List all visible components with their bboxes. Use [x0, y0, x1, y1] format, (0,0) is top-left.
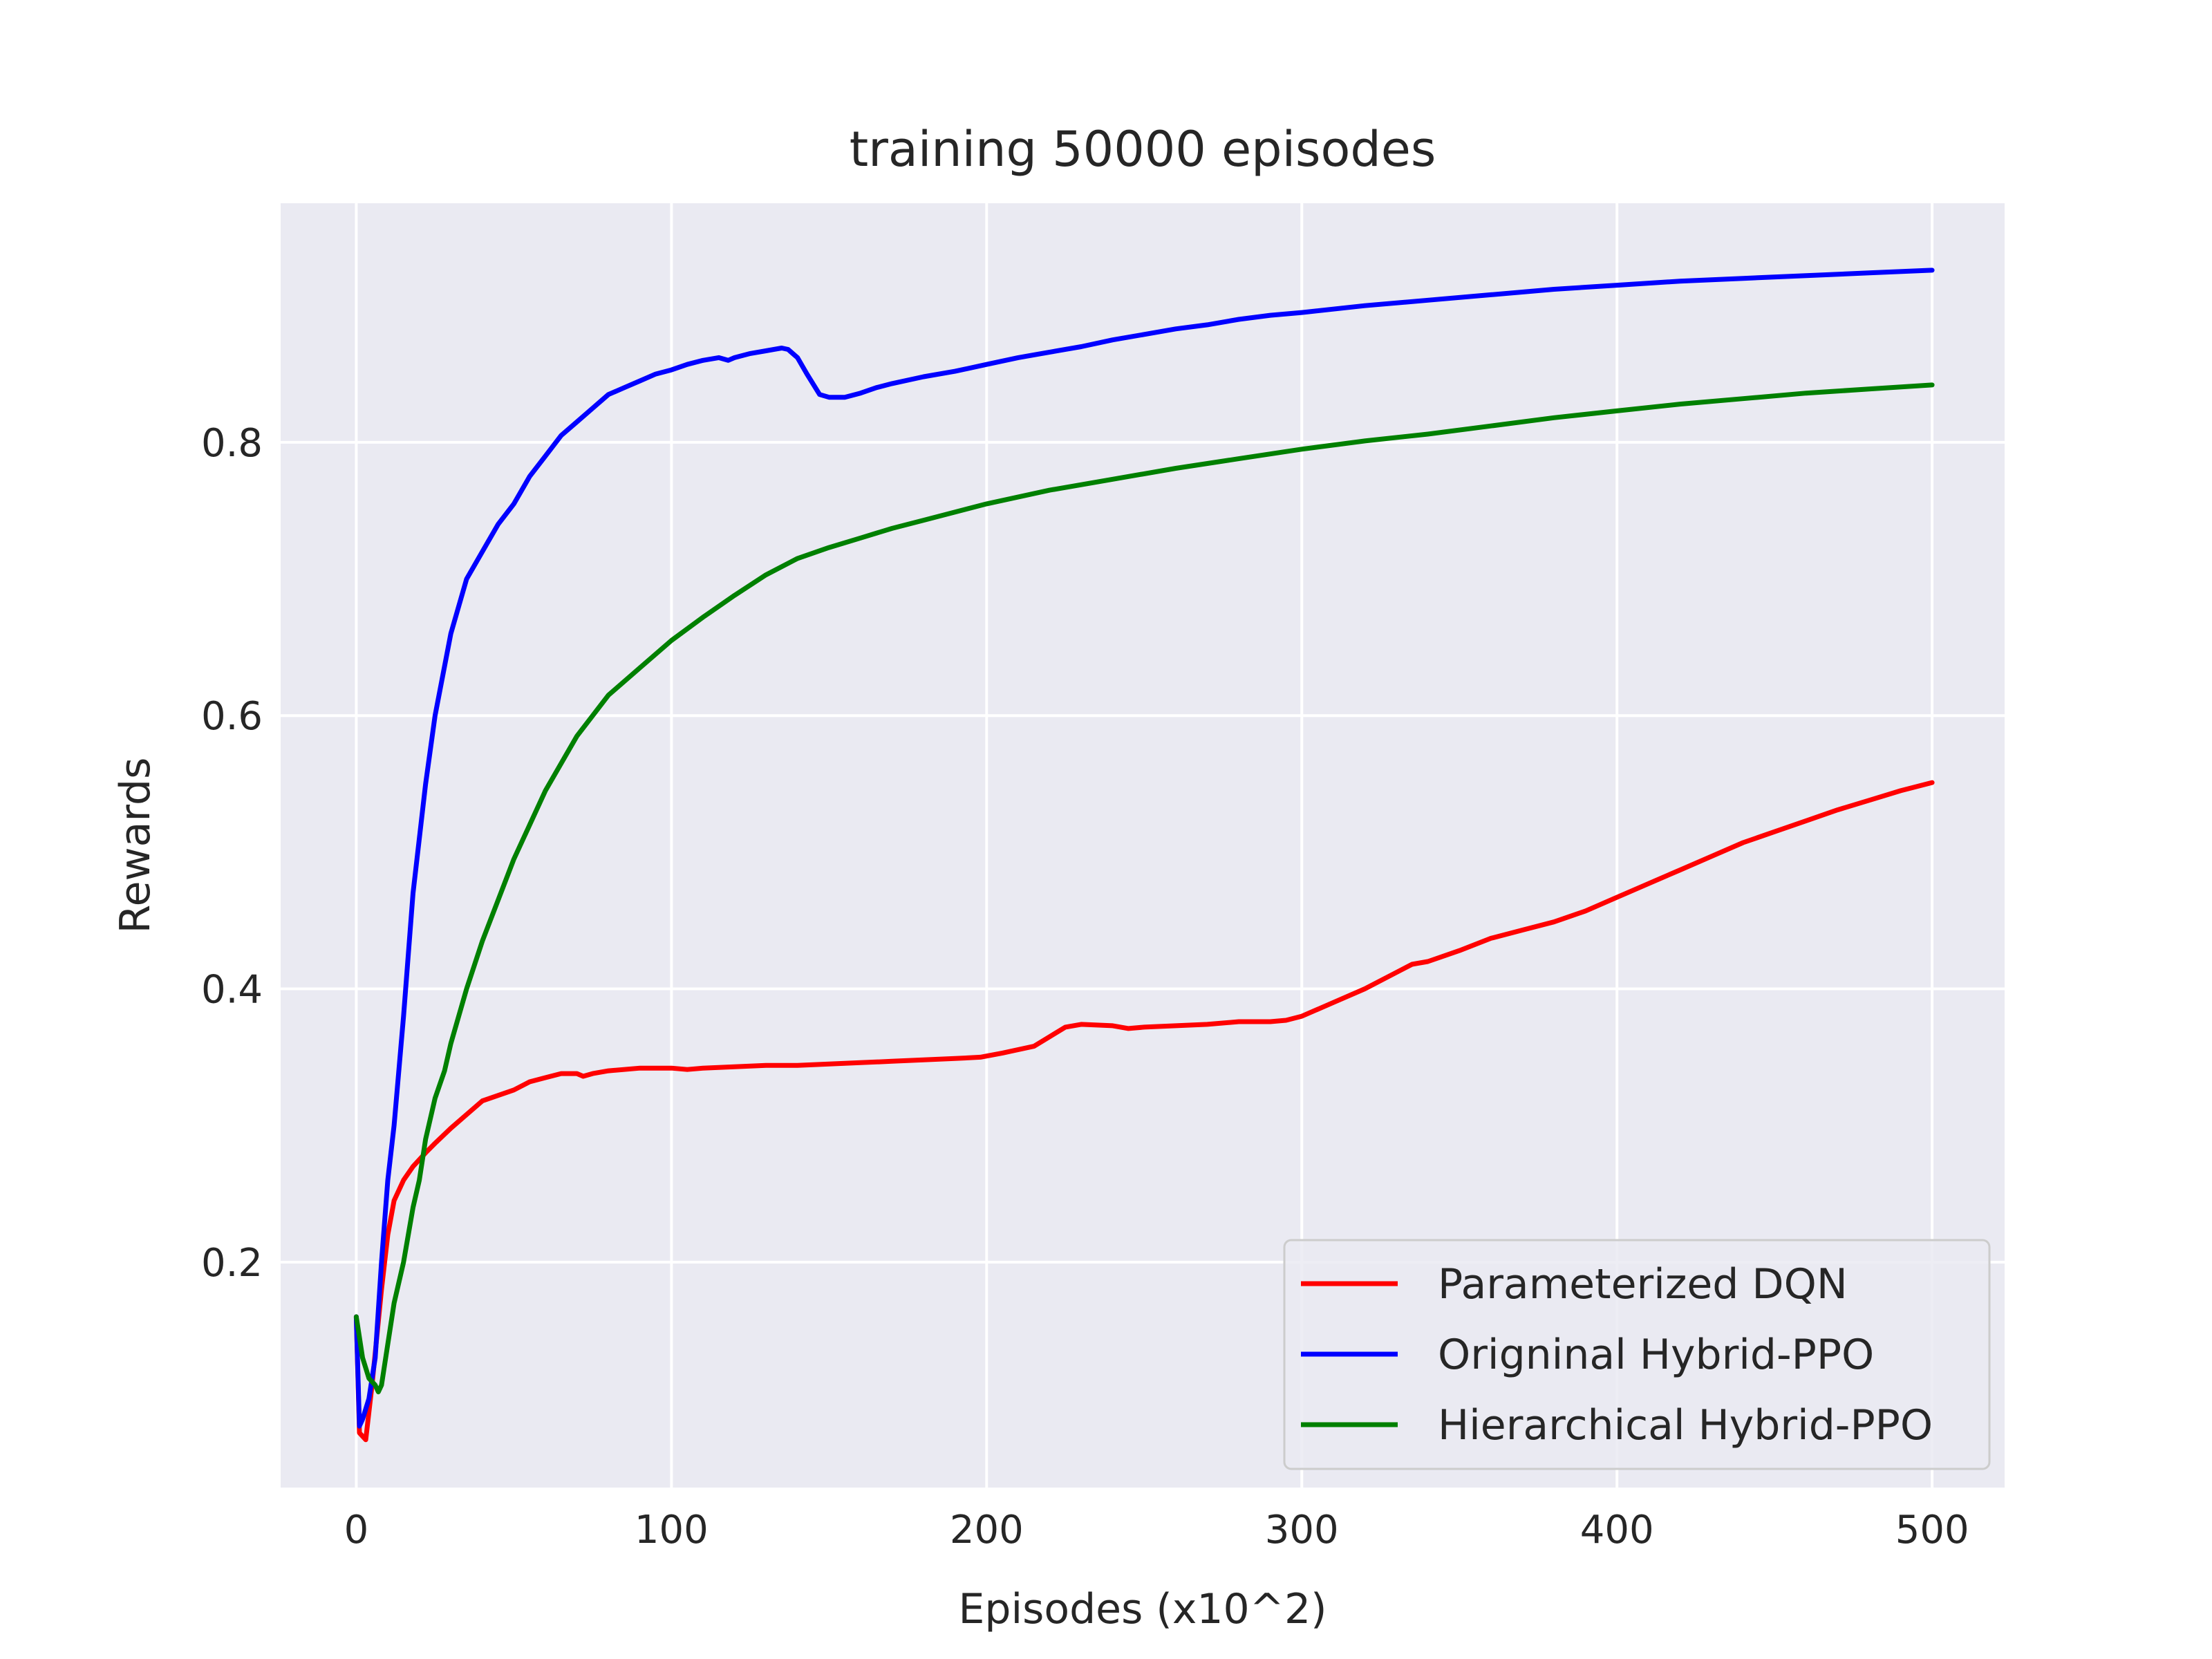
- tick-labels: 0 100 200 300 400 500 0.2 0.4 0.6 0.8: [201, 421, 1969, 1553]
- legend-label: Origninal Hybrid-PPO: [1438, 1331, 1874, 1379]
- series-line-hierarchical-hybrid-ppo: [353, 382, 1935, 1395]
- x-tick-label: 300: [1265, 1508, 1339, 1553]
- legend-label: Parameterized DQN: [1438, 1260, 1848, 1309]
- x-tick-label: 200: [950, 1508, 1024, 1553]
- legend-label: Hierarchical Hybrid-PPO: [1438, 1401, 1933, 1450]
- y-tick-label: 0.8: [201, 421, 263, 466]
- x-tick-label: 100: [635, 1508, 709, 1553]
- y-tick-label: 0.2: [201, 1241, 263, 1286]
- y-tick-label: 0.4: [201, 968, 263, 1013]
- y-tick-label: 0.6: [201, 694, 263, 739]
- x-tick-label: 0: [344, 1508, 369, 1553]
- x-tick-label: 400: [1580, 1508, 1654, 1553]
- chart-title: training 50000 episodes: [850, 121, 1436, 178]
- series-lines: [353, 268, 1935, 1443]
- x-axis-label: Episodes (x10^2): [958, 1585, 1327, 1633]
- y-axis-label: Rewards: [111, 758, 160, 934]
- x-tick-label: 500: [1895, 1508, 1969, 1553]
- series-line-origninal-hybrid-ppo: [353, 268, 1935, 1429]
- legend-box: [1283, 1239, 1991, 1470]
- legend: Parameterized DQN Origninal Hybrid-PPO Hie…: [1283, 1239, 1991, 1470]
- series-line-parameterized-dqn: [353, 780, 1935, 1443]
